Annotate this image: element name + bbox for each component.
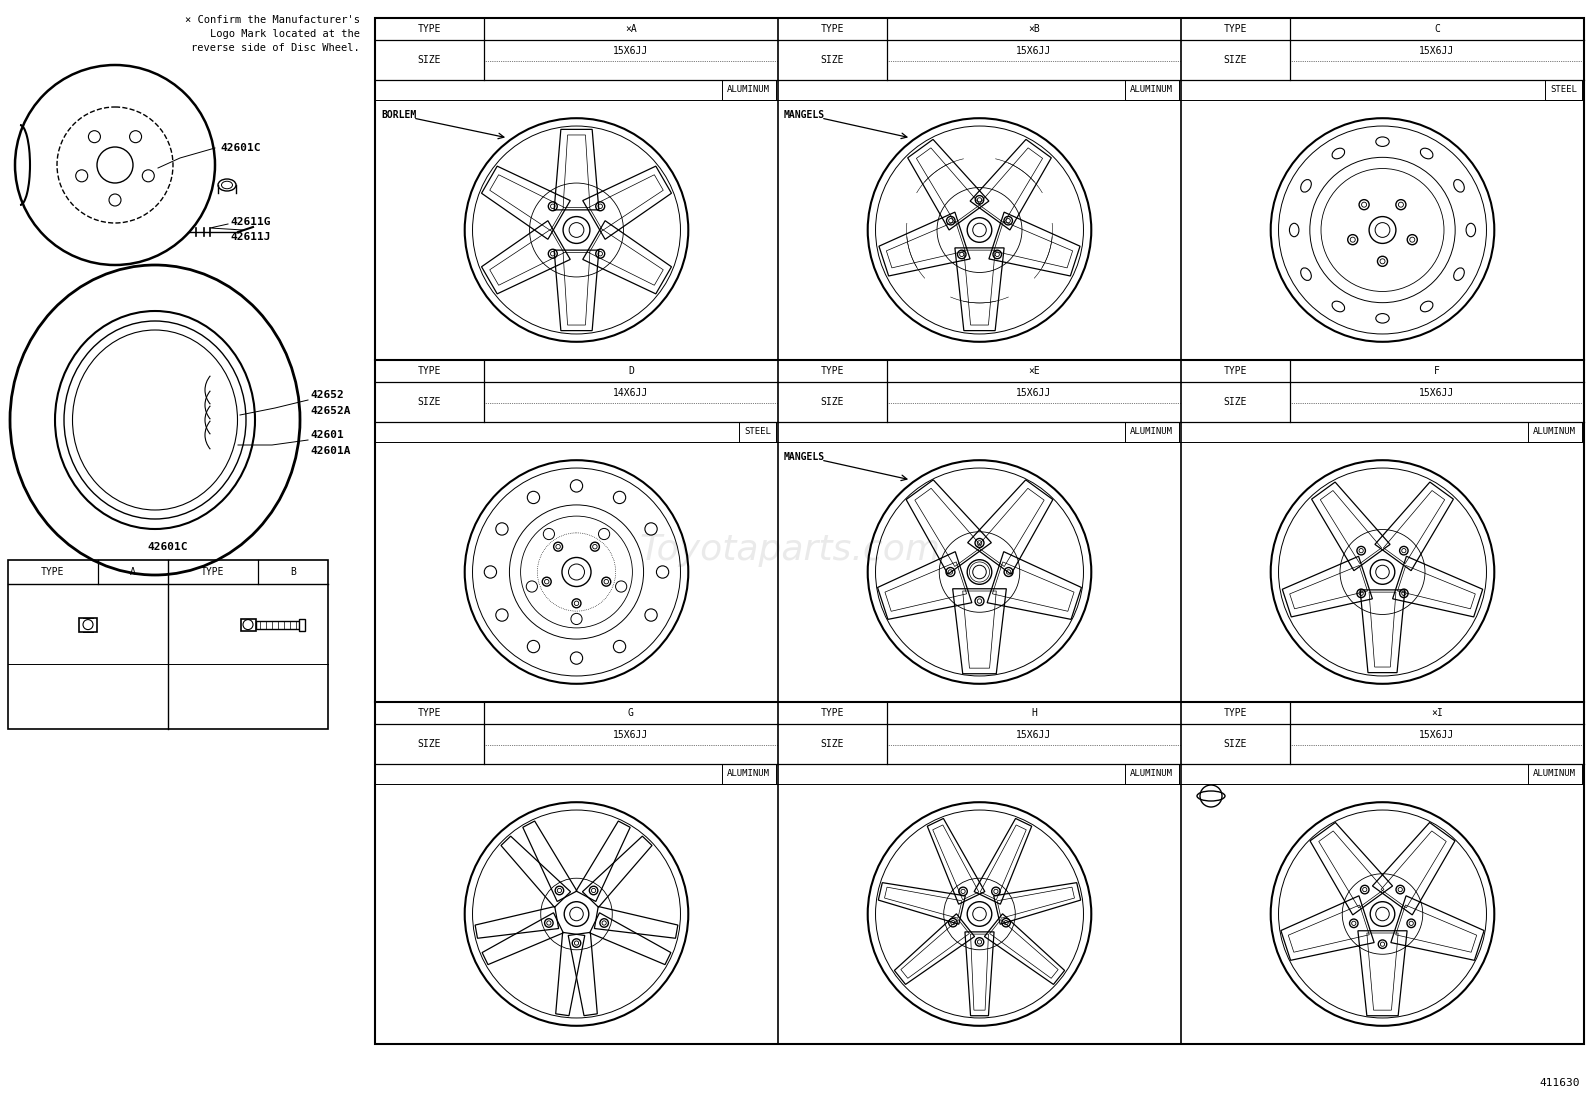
Text: 42611J: 42611J	[229, 232, 271, 242]
Bar	[1124, 80, 1180, 100]
Text: 15X6JJ: 15X6JJ	[1016, 730, 1052, 741]
Text: C: C	[1434, 24, 1439, 34]
Text: TYPE: TYPE	[417, 366, 441, 376]
Text: TYPE: TYPE	[820, 24, 844, 34]
Text: 42652A: 42652A	[310, 406, 350, 417]
Bar	[376, 18, 1584, 1044]
Text: 15X6JJ: 15X6JJ	[1016, 46, 1052, 56]
Text: ALUMINUM: ALUMINUM	[728, 86, 771, 95]
Bar	[721, 764, 775, 784]
Text: ×I: ×I	[1431, 708, 1442, 718]
Text: 42652: 42652	[310, 390, 344, 400]
Bar	[240, 619, 255, 631]
Bar	[1528, 422, 1582, 442]
Text: B: B	[290, 567, 296, 577]
Text: ×E: ×E	[1028, 366, 1040, 376]
Text: 15X6JJ: 15X6JJ	[613, 46, 648, 56]
Text: TYPE: TYPE	[201, 567, 224, 577]
Text: SIZE: SIZE	[1224, 739, 1247, 750]
Text: 42601: 42601	[310, 430, 344, 440]
Text: G: G	[627, 708, 634, 718]
Bar	[1528, 764, 1582, 784]
Text: 42611G: 42611G	[229, 217, 271, 227]
Text: × Confirm the Manufacturer's
Logo Mark located at the
reverse side of Disc Wheel: × Confirm the Manufacturer's Logo Mark l…	[185, 15, 360, 53]
Text: SIZE: SIZE	[417, 55, 441, 65]
Text: F: F	[1434, 366, 1439, 376]
Text: 15X6JJ: 15X6JJ	[1420, 730, 1455, 741]
Text: TYPE: TYPE	[1224, 366, 1247, 376]
Text: 15X6JJ: 15X6JJ	[1420, 388, 1455, 398]
Text: 42601C: 42601C	[148, 542, 188, 552]
Bar	[739, 422, 775, 442]
Text: 42601C: 42601C	[220, 143, 261, 153]
Text: STEEL: STEEL	[1551, 86, 1578, 95]
Text: 15X6JJ: 15X6JJ	[613, 730, 648, 741]
Text: SIZE: SIZE	[820, 55, 844, 65]
Text: TYPE: TYPE	[820, 366, 844, 376]
Text: 14X6JJ: 14X6JJ	[613, 388, 648, 398]
Text: ALUMINUM: ALUMINUM	[728, 769, 771, 778]
Text: SIZE: SIZE	[1224, 397, 1247, 407]
Text: Toyotaparts.com: Toyotaparts.com	[640, 533, 941, 567]
Bar	[1544, 80, 1582, 100]
Text: SIZE: SIZE	[820, 739, 844, 750]
Text: D: D	[627, 366, 634, 376]
Bar	[721, 80, 775, 100]
Text: 42601A: 42601A	[310, 446, 350, 456]
Text: ×B: ×B	[1028, 24, 1040, 34]
Text: TYPE: TYPE	[1224, 708, 1247, 718]
Bar	[255, 621, 301, 629]
Text: BORLEM: BORLEM	[380, 110, 416, 120]
Text: ALUMINUM: ALUMINUM	[1130, 428, 1173, 436]
Text: 411630: 411630	[1539, 1078, 1579, 1088]
Text: SIZE: SIZE	[820, 397, 844, 407]
Bar	[8, 560, 328, 729]
Text: STEEL: STEEL	[743, 428, 771, 436]
Bar	[299, 619, 304, 631]
Text: TYPE: TYPE	[417, 708, 441, 718]
Ellipse shape	[218, 179, 236, 191]
Text: A: A	[131, 567, 135, 577]
Bar	[1124, 764, 1180, 784]
Text: 15X6JJ: 15X6JJ	[1016, 388, 1052, 398]
Bar	[80, 618, 97, 632]
Text: ALUMINUM: ALUMINUM	[1533, 428, 1576, 436]
Text: TYPE: TYPE	[1224, 24, 1247, 34]
Text: TYPE: TYPE	[417, 24, 441, 34]
Text: SIZE: SIZE	[417, 397, 441, 407]
Text: TYPE: TYPE	[41, 567, 65, 577]
Text: ALUMINUM: ALUMINUM	[1130, 86, 1173, 95]
Text: 15X6JJ: 15X6JJ	[1420, 46, 1455, 56]
Text: SIZE: SIZE	[417, 739, 441, 750]
Text: MANGELS: MANGELS	[783, 110, 825, 120]
Text: ALUMINUM: ALUMINUM	[1130, 769, 1173, 778]
Text: H: H	[1032, 708, 1036, 718]
Text: SIZE: SIZE	[1224, 55, 1247, 65]
Text: TYPE: TYPE	[820, 708, 844, 718]
Text: MANGELS: MANGELS	[783, 452, 825, 462]
Bar	[1124, 422, 1180, 442]
Text: ×A: ×A	[626, 24, 637, 34]
Text: ALUMINUM: ALUMINUM	[1533, 769, 1576, 778]
